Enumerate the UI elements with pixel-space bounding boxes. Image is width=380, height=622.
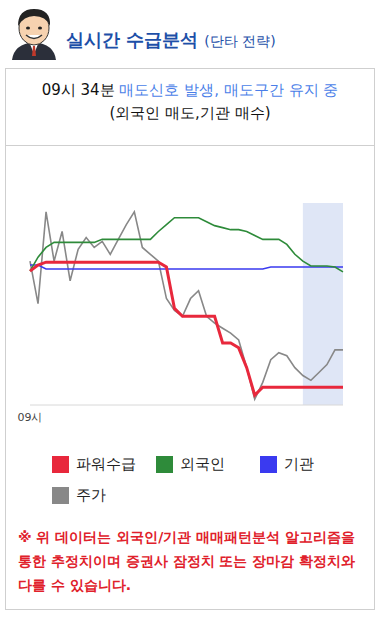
svg-text:09시: 09시 bbox=[18, 411, 43, 424]
html-text:외국인: 외국인 bbox=[180, 455, 225, 473]
html-text:※ 위 데이터는 외국인/기관 매매패턴분석 알고리즘을 통: ※ 위 데이터는 외국인/기관 매매패턴분석 알고리즘을 통한 추정치이며 증권… bbox=[18, 529, 356, 593]
html-text:09시 34분 매도신호 발생, 매도구간 유지 중: 09시 34분 매도신호 발생, 매도구간 유지 중 bbox=[41, 81, 339, 99]
html-text:실시간 수급분석 (단타 전략): 실시간 수급분석 (단타 전략) bbox=[66, 29, 276, 50]
html-text:주가: 주가 bbox=[76, 486, 106, 504]
html-text:파워수급: 파워수급 bbox=[76, 455, 136, 473]
html-text:기관: 기관 bbox=[284, 455, 314, 473]
html-text:(외국인 매도,기관 매수): (외국인 매도,기관 매수) bbox=[109, 104, 271, 122]
